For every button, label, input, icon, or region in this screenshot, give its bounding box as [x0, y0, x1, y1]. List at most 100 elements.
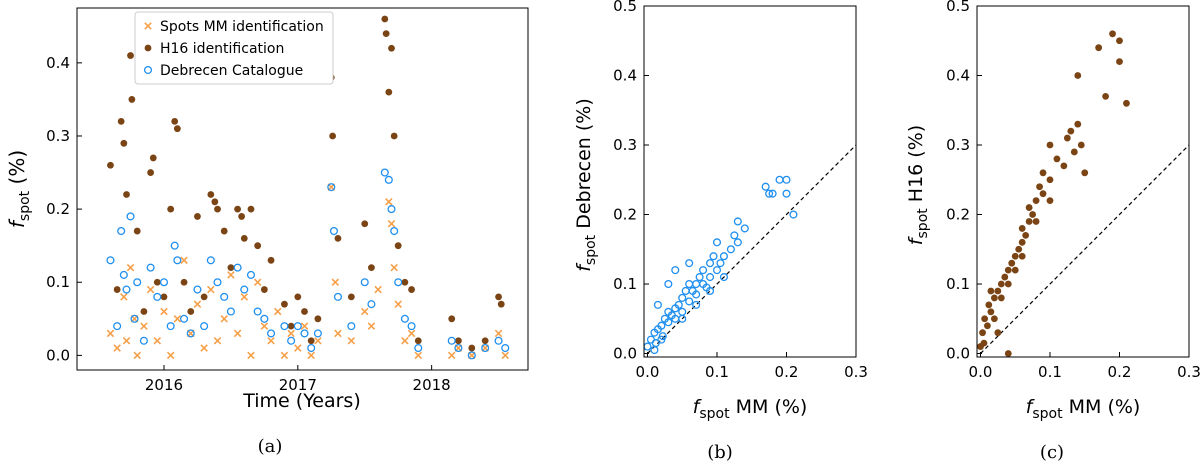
data-point: [414, 351, 423, 360]
data-point: [123, 191, 130, 198]
data-point: [220, 315, 228, 323]
legend-entry: H16 identification: [160, 41, 284, 57]
data-point: [159, 278, 169, 287]
data-point: [1018, 225, 1026, 232]
data-point: [390, 263, 398, 272]
data-point: [367, 300, 376, 309]
data-point: [126, 263, 135, 272]
data-point: [994, 287, 1002, 295]
data-point: [287, 329, 295, 338]
y-tick-label: 0.3: [613, 136, 637, 154]
data-point: [254, 242, 262, 250]
data-point: [382, 30, 390, 37]
y-tick-label: 0.3: [46, 127, 70, 145]
data-point: [180, 256, 188, 265]
axis-ticks-b: 0.0 0.1 0.2 0.3 0.0 0.1 0.2 0.3 0.4 0.5: [613, 0, 868, 381]
data-point: [1046, 197, 1054, 205]
data-point: [768, 189, 777, 198]
data-point: [455, 337, 462, 345]
data-point: [709, 252, 718, 261]
data-point: [1060, 162, 1068, 170]
data-point: [234, 205, 241, 213]
series-a-2: [106, 168, 510, 360]
data-point: [334, 329, 342, 338]
data-point: [273, 307, 282, 316]
x-tick-label: 0.1: [705, 363, 729, 381]
data-point: [664, 318, 673, 327]
data-point: [293, 322, 302, 331]
data-point: [782, 189, 791, 198]
data-point: [730, 231, 739, 240]
legend: Spots MM identification H16 identificatio…: [134, 11, 334, 85]
data-point: [726, 245, 735, 254]
data-point: [1004, 266, 1012, 274]
data-point: [381, 15, 389, 23]
axis-ticks-c: 0.0 0.1 0.2 0.3 0.0 0.1 0.2 0.3 0.4 0.5: [946, 0, 1200, 381]
x-axis-label-c: fspot MM (%): [1026, 396, 1141, 422]
data-point: [130, 314, 139, 323]
data-point: [238, 213, 246, 220]
data-point: [1025, 218, 1033, 225]
data-point: [657, 335, 666, 344]
data-point: [733, 217, 742, 226]
data-point: [260, 286, 268, 293]
data-point: [166, 351, 175, 360]
data-point: [253, 278, 262, 287]
data-point: [139, 336, 148, 345]
data-point: [674, 300, 683, 309]
data-point: [664, 279, 673, 289]
data-point: [160, 293, 168, 301]
data-point: [267, 256, 275, 264]
data-point: [200, 322, 209, 331]
data-point: [1077, 141, 1085, 149]
data-point: [368, 264, 375, 272]
data-point: [394, 242, 402, 250]
data-point: [712, 238, 722, 247]
data-point: [267, 329, 276, 338]
data-point: [107, 161, 114, 169]
data-point: [1074, 72, 1082, 79]
data-point: [307, 337, 315, 345]
data-point: [775, 175, 784, 184]
data-point: [113, 344, 121, 352]
data-point: [374, 285, 382, 294]
legend-box: [134, 11, 334, 85]
data-point: [1123, 99, 1130, 107]
series-b-0: [644, 175, 798, 355]
data-point: [294, 344, 302, 352]
data-point: [227, 271, 235, 279]
data-point: [260, 314, 269, 323]
data-point: [692, 290, 701, 299]
data-point: [1095, 44, 1103, 52]
data-point: [180, 278, 188, 286]
data-point: [695, 273, 704, 282]
data-point: [1053, 155, 1061, 163]
data-point: [1046, 176, 1054, 184]
data-point: [1015, 245, 1023, 253]
data-point: [390, 132, 398, 140]
y-axis-label-a: fspot (%): [5, 150, 33, 228]
data-point: [153, 292, 162, 301]
data-point: [367, 322, 376, 330]
data-point: [985, 301, 993, 309]
data-point: [990, 315, 998, 323]
data-point: [481, 337, 489, 345]
data-point: [716, 259, 725, 268]
data-point: [127, 52, 134, 59]
data-point: [240, 285, 249, 294]
data-point: [387, 205, 396, 214]
data-point: [646, 335, 656, 344]
data-point: [173, 256, 182, 265]
data-point: [719, 252, 728, 261]
data-point: [388, 44, 395, 52]
x-tick-label: 0.1: [1038, 363, 1062, 381]
data-point: [494, 329, 503, 338]
data-point: [347, 322, 356, 331]
data-point: [120, 139, 128, 147]
identity-line-c: [980, 144, 1189, 354]
x-tick-label: 0.0: [969, 363, 993, 381]
y-tick-label: 0.4: [46, 54, 70, 72]
data-point: [447, 351, 456, 360]
data-point: [153, 336, 162, 345]
